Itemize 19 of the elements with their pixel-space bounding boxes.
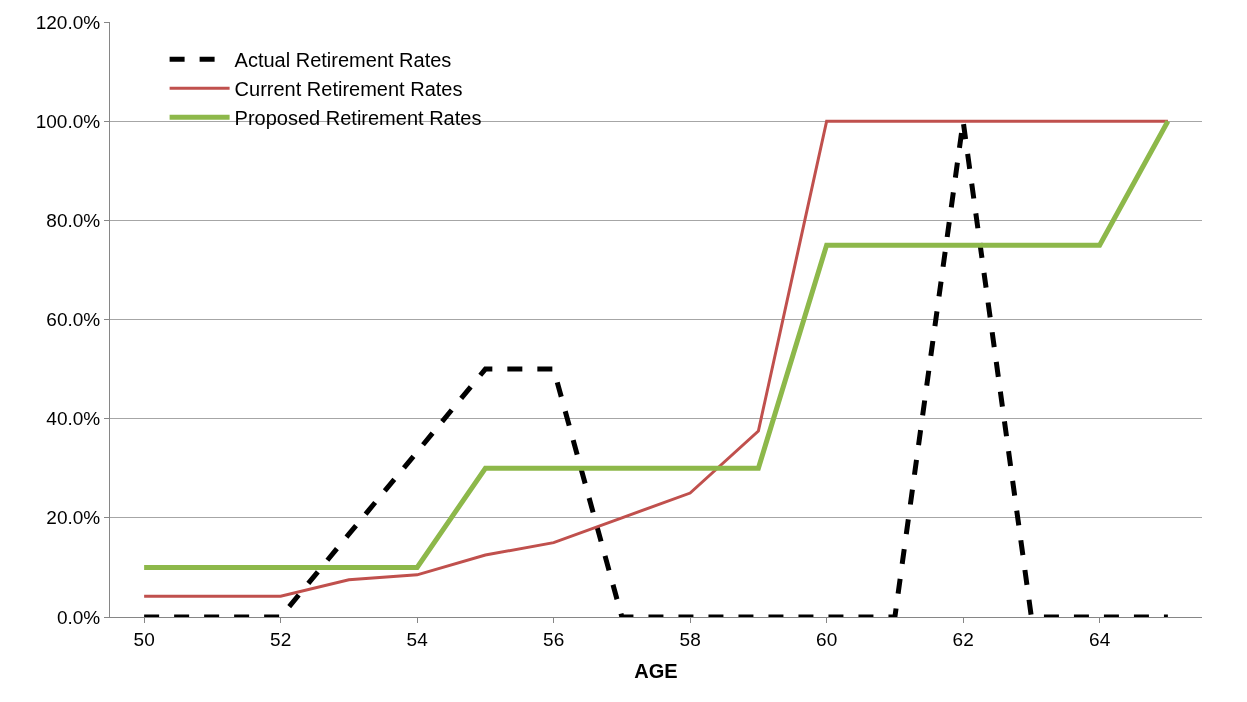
x-tick-label: 50 — [133, 628, 155, 650]
x-tick-label: 60 — [816, 628, 838, 650]
legend-label: Proposed Retirement Rates — [234, 107, 482, 130]
y-tick-label: 20.0% — [46, 507, 101, 529]
y-tick-label: 60.0% — [46, 309, 101, 331]
x-tick-label: 56 — [543, 628, 565, 650]
legend-label: Current Retirement Rates — [234, 78, 463, 101]
legend-label: Actual Retirement Rates — [234, 49, 452, 72]
y-tick-label: 80.0% — [46, 209, 101, 231]
y-tick-label: 120.0% — [35, 11, 101, 33]
x-tick-label: 54 — [406, 628, 429, 650]
y-tick-label: 100.0% — [35, 110, 101, 132]
x-tick-label: 64 — [1089, 628, 1111, 650]
x-axis-title: AGE — [634, 660, 678, 683]
y-tick-label: 0.0% — [56, 606, 101, 628]
y-tick-label: 40.0% — [46, 408, 101, 430]
x-tick-label: 52 — [270, 628, 292, 650]
x-tick-label: 58 — [679, 628, 701, 650]
x-tick-label: 62 — [952, 628, 974, 650]
